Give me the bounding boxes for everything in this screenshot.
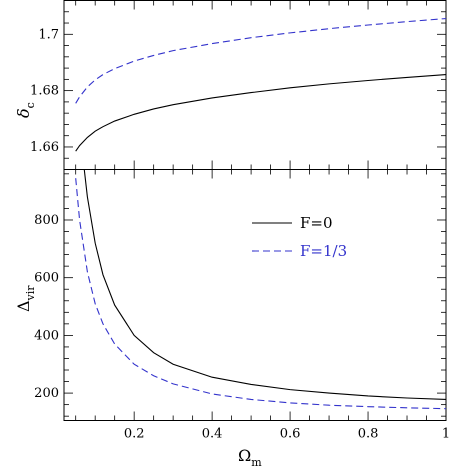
legend-label-f13: F=1/3 (300, 242, 347, 260)
legend: F=0 F=1/3 (252, 214, 347, 260)
x-tick-label: 1 (442, 427, 450, 442)
curves (75, 17, 447, 410)
top-y-label-sub: c (24, 102, 37, 108)
x-axis-label: Ωm (238, 446, 262, 469)
top-y-label: δc (14, 102, 37, 118)
x-axis-label-sub: m (251, 456, 262, 469)
top-y-tick-label: 1.68 (30, 84, 59, 99)
bottom-y-label: Δvir (14, 285, 37, 312)
bottom-series-f13 (75, 178, 447, 410)
top-series-f13 (75, 17, 447, 104)
bottom-y-label-sub: vir (24, 285, 37, 302)
legend-label-f0: F=0 (300, 214, 333, 232)
x-tick-label: 0.2 (124, 427, 145, 442)
bottom-series-f0 (83, 169, 447, 400)
bottom-panel-frame (63, 169, 447, 421)
x-tick-label: 0.4 (202, 427, 223, 442)
bottom-y-tick-label: 800 (34, 213, 59, 228)
top-panel-frame (63, 0, 447, 170)
top-series-f0 (75, 74, 447, 152)
bottom-y-tick-label: 200 (34, 386, 59, 401)
bottom-y-label-main: Δ (14, 300, 33, 312)
top-y-label-main: δ (14, 108, 33, 118)
bottom-y-tick-label: 400 (34, 328, 59, 343)
x-tick-label: 0.8 (358, 427, 379, 442)
tick-labels: 1.66 1.68 1.7 200 400 600 800 0.2 0.4 0.6 0.8 1 (30, 27, 450, 441)
top-y-tick-label: 1.66 (30, 140, 59, 155)
ticks (64, 0, 446, 421)
x-tick-label: 0.6 (280, 427, 301, 442)
x-axis-label-main: Ω (238, 446, 251, 465)
top-y-tick-label: 1.7 (38, 27, 59, 42)
bottom-y-tick-label: 600 (34, 271, 59, 286)
